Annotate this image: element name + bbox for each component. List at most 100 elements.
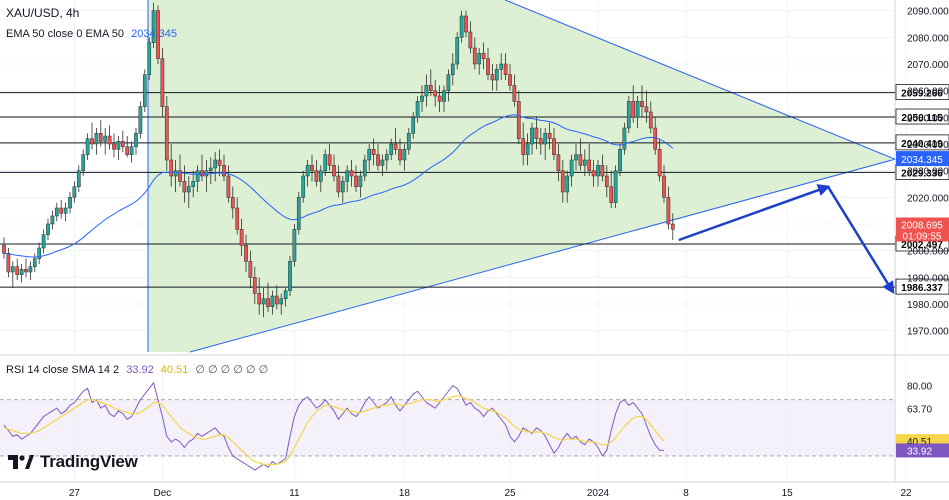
candle-body — [648, 111, 653, 129]
candle-body — [609, 186, 614, 203]
symbol-title: XAU/USD, 4h — [6, 6, 83, 20]
candle-body — [19, 269, 24, 275]
level-label-box — [895, 108, 949, 125]
projection-arrows — [678, 184, 895, 295]
candle-body — [376, 154, 380, 166]
candle-body — [569, 159, 574, 177]
candle-body — [450, 63, 455, 75]
ema-line — [3, 114, 674, 258]
rsi-sma-line — [3, 394, 665, 465]
candle-body — [538, 138, 543, 145]
candle-body — [618, 149, 622, 171]
rsi-legend-extra: ∅ ∅ ∅ ∅ ∅ ∅ — [195, 364, 269, 376]
candle-body — [173, 170, 178, 177]
candle-body — [428, 85, 433, 91]
candle-body — [151, 10, 156, 43]
arrow-up — [678, 184, 831, 242]
candle-body — [626, 101, 631, 129]
candle-body — [222, 165, 226, 177]
time-tick-label: 15 — [782, 488, 794, 499]
candle-body — [191, 181, 196, 187]
price-axis: 2090.000 2080.000 2070.000 2060.000 2050.000… — [896, 7, 949, 338]
candle-body — [186, 186, 191, 193]
candle-body — [98, 133, 103, 142]
candle-body — [411, 117, 416, 134]
ema-50-line — [3, 114, 674, 258]
candle-body — [644, 106, 649, 113]
candle-body — [120, 141, 125, 147]
candle-body — [230, 197, 235, 209]
candle-body — [323, 154, 328, 171]
candle-body — [81, 154, 86, 171]
candle-body — [600, 165, 605, 177]
candle-body — [134, 133, 138, 147]
candle-body — [521, 138, 526, 155]
candle-body — [332, 165, 336, 177]
candle-body — [125, 146, 130, 155]
candle-body — [129, 146, 134, 155]
candle-body — [349, 170, 354, 177]
rsi-tick-label: 33.92 — [907, 446, 932, 457]
price-tick-label: 2060.000 — [907, 87, 949, 98]
time-tick-label: 27 — [69, 488, 81, 499]
candle-body — [560, 170, 565, 193]
level-label: 2059.266 — [901, 89, 943, 100]
ema-value-box — [896, 151, 949, 167]
candle-body — [305, 165, 310, 177]
candle-body — [63, 207, 68, 214]
candle-body — [10, 266, 15, 273]
candle-body — [15, 266, 20, 275]
price-tick-label: 1980.000 — [907, 300, 949, 311]
price-tick-label: 1970.000 — [907, 327, 949, 338]
candle-body — [578, 154, 583, 166]
candle-body — [147, 42, 152, 75]
candle-body — [138, 106, 143, 134]
candle-body — [468, 31, 473, 49]
candle-body — [354, 175, 358, 187]
level-label: 2029.336 — [901, 168, 943, 179]
candle-body — [508, 74, 512, 86]
candle-body — [292, 229, 297, 262]
candle-body — [446, 74, 451, 91]
candle-body — [54, 207, 59, 217]
candle-body — [547, 133, 552, 139]
candle-body — [217, 159, 222, 166]
level-label: 2050.115 — [901, 113, 943, 124]
candle-body — [415, 101, 420, 118]
candle-body — [226, 175, 231, 198]
candle-body — [90, 138, 94, 145]
candle-body — [103, 135, 108, 142]
last-price-label: 2008.695 — [901, 220, 943, 231]
candle-body — [46, 223, 50, 235]
candle-body — [318, 170, 323, 182]
candle-body — [398, 149, 402, 161]
candle-body — [486, 58, 490, 75]
time-tick-label: Dec — [154, 488, 172, 499]
candle-body — [283, 290, 288, 299]
candle-body — [257, 293, 262, 305]
candle-body — [142, 74, 147, 107]
candle-body — [459, 15, 464, 38]
time-axis: 27 Dec 11 18 25 2024 8 15 22 — [69, 488, 912, 499]
time-tick-label: 25 — [504, 488, 516, 499]
candle-body — [169, 159, 174, 177]
price-tick-label: 2040.000 — [907, 140, 949, 151]
ema-legend-value: 2034.345 — [131, 28, 177, 40]
tradingview-logo-text: TradingView — [40, 452, 138, 471]
candle-body — [442, 90, 446, 102]
candle-body — [371, 149, 376, 155]
candle-body — [556, 154, 561, 171]
candle-body — [112, 143, 116, 150]
candle-body — [525, 143, 530, 155]
candle-body — [666, 197, 671, 225]
candle-body — [279, 298, 284, 305]
tradingview-logo[interactable]: TradingView — [8, 452, 138, 472]
candle-body — [261, 298, 266, 305]
rsi-tick-label: 80.00 — [907, 382, 932, 393]
candle-body — [182, 181, 187, 193]
price-tick-label: 2030.000 — [907, 167, 949, 178]
candle-body — [389, 143, 394, 155]
ema-legend-label: EMA 50 close 0 EMA 50 — [6, 28, 125, 40]
